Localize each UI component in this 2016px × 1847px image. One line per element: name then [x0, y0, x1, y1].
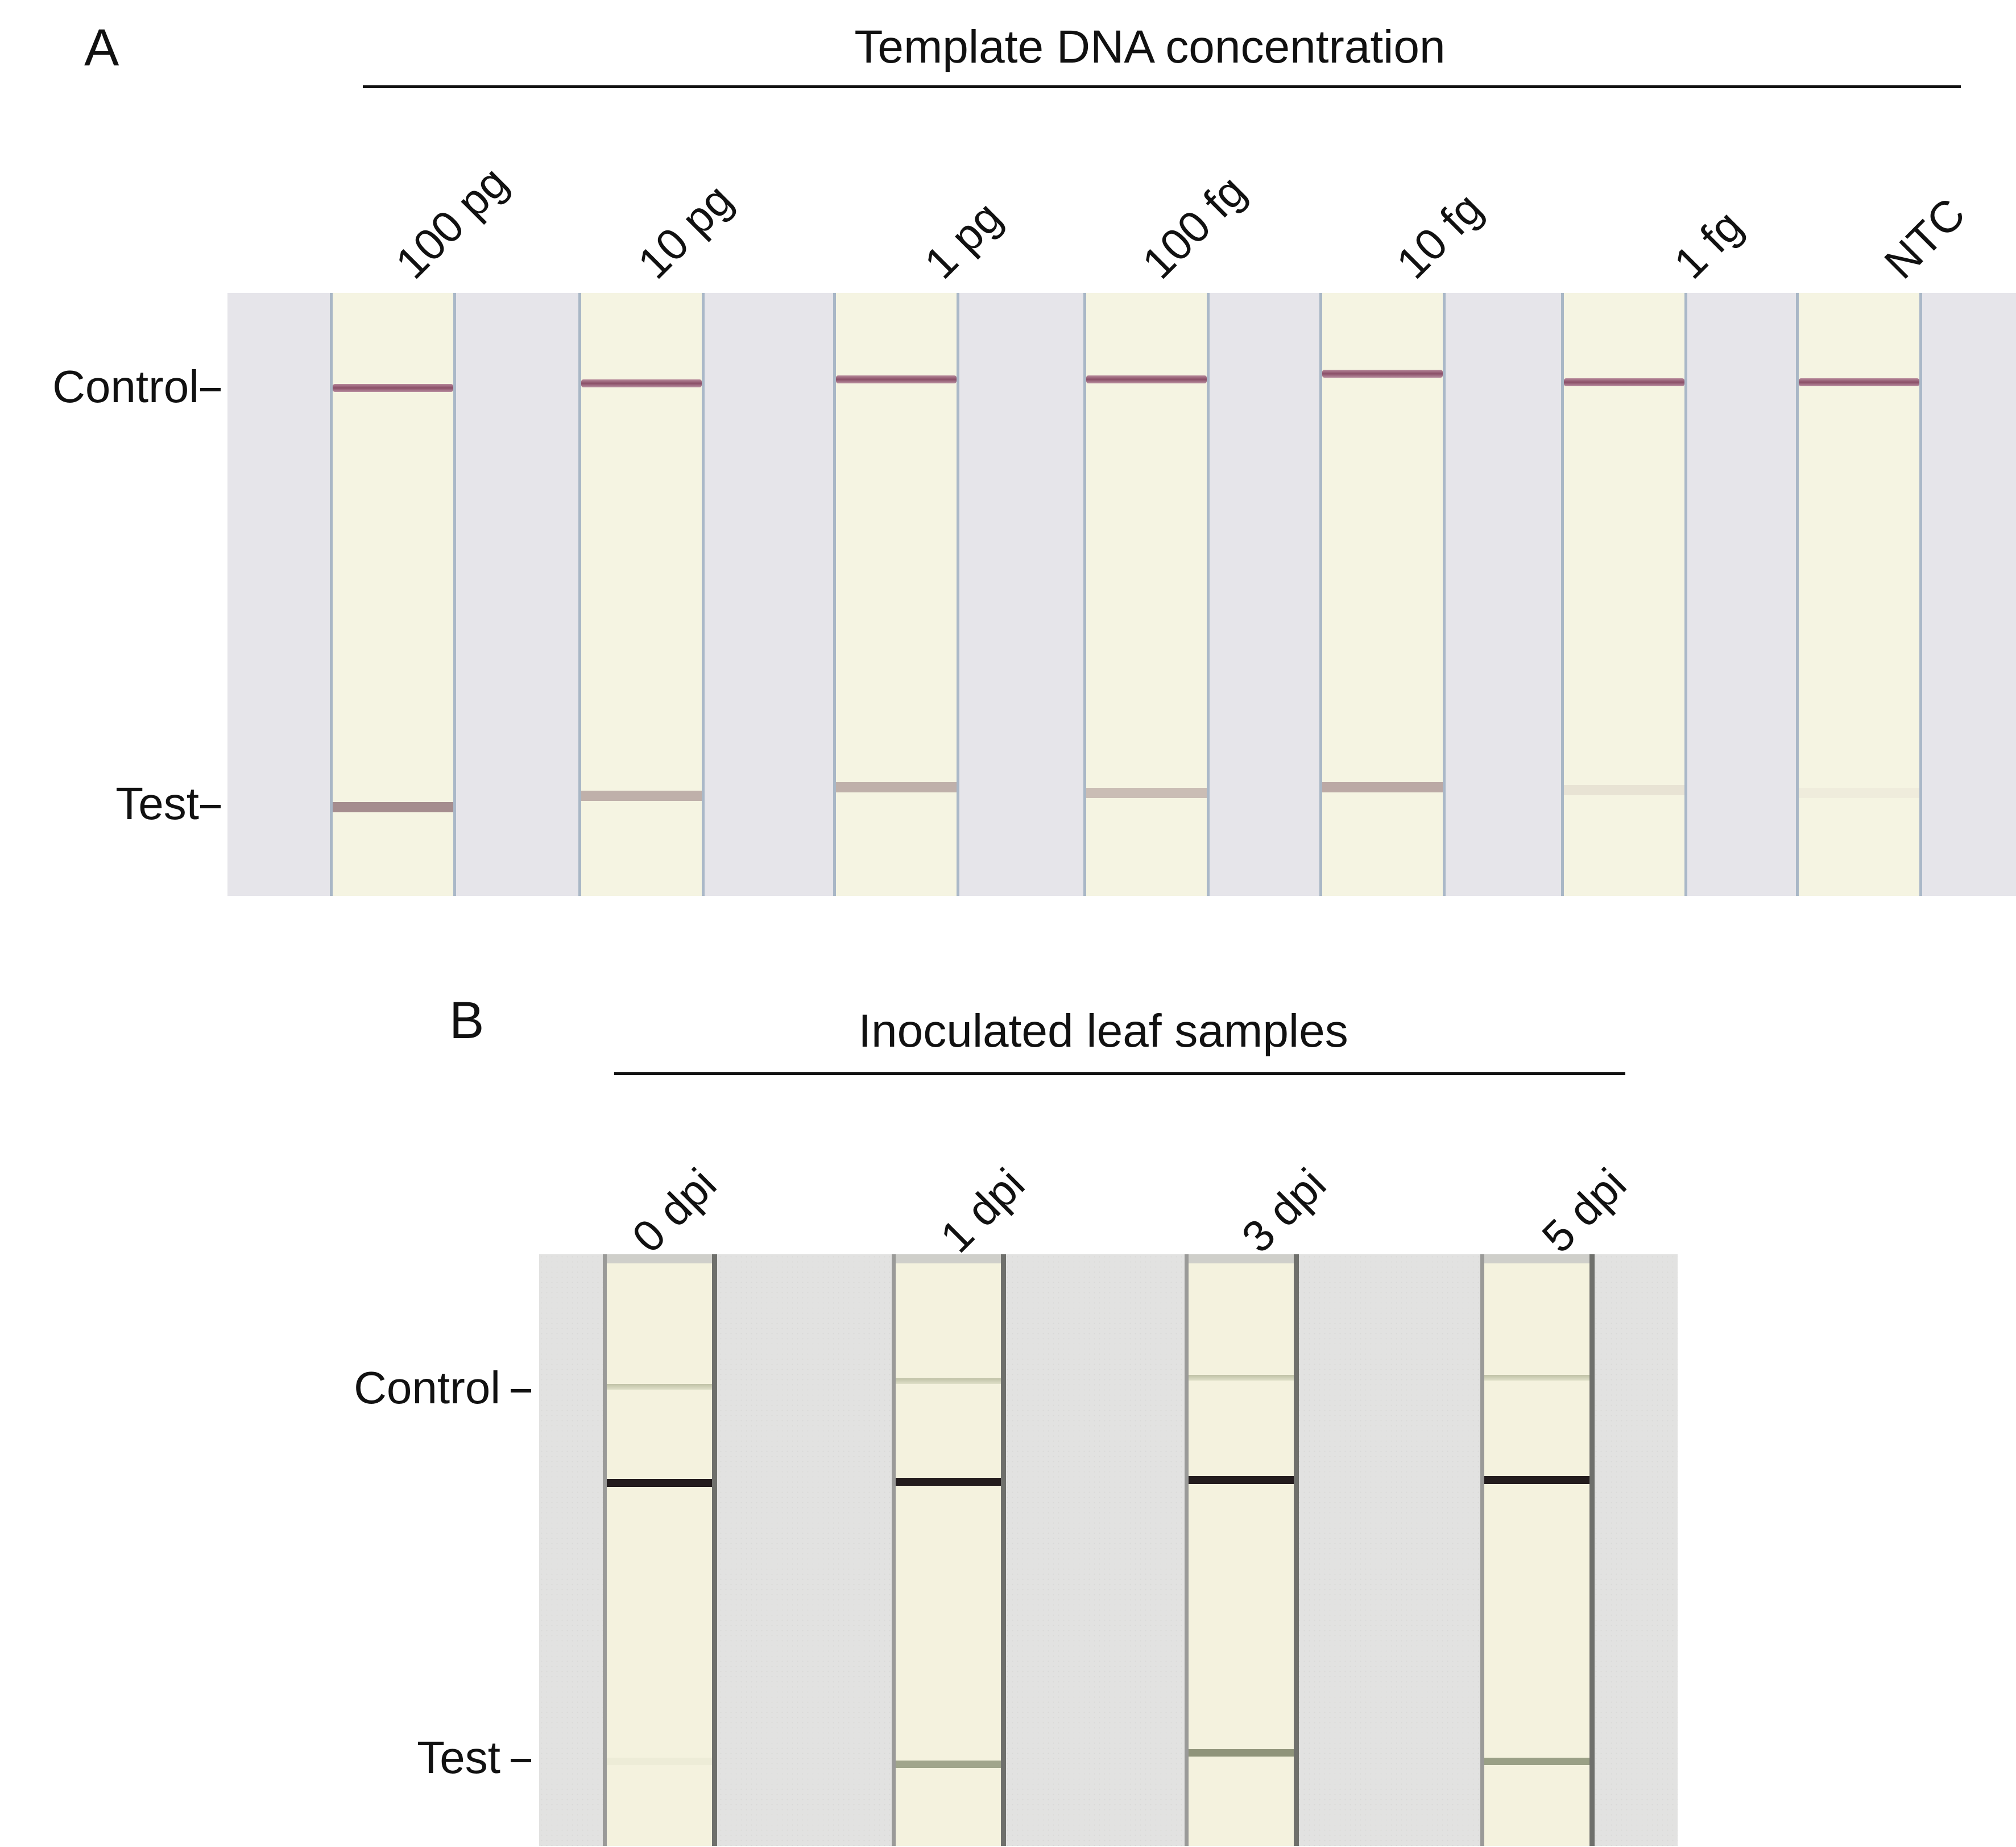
- strip-b-1: [603, 1254, 717, 1846]
- lane-label-b-1: 0 dpi: [622, 1158, 726, 1262]
- panel-a-test-tick: [200, 805, 221, 808]
- lane-label-a-5: 10 fg: [1386, 183, 1492, 288]
- test-line: [607, 1758, 712, 1765]
- control-line: [607, 1479, 712, 1487]
- panel-b-header-rule: [614, 1072, 1625, 1075]
- lane-label-b-4: 5 dpi: [1532, 1158, 1636, 1262]
- lane-label-a-3: 1 pg: [914, 192, 1012, 288]
- control-line: [1799, 378, 1919, 386]
- panel-a-letter: A: [84, 19, 119, 77]
- control-line: [333, 384, 453, 392]
- panel-a-test-label: Test: [115, 778, 199, 829]
- control-line: [1189, 1476, 1294, 1484]
- control-line: [836, 375, 957, 383]
- lane-label-a-2: 10 pg: [628, 174, 742, 288]
- test-line: [1086, 788, 1207, 798]
- control-line: [581, 379, 702, 387]
- strip-a-7: [1796, 293, 1922, 896]
- test-line: [1322, 782, 1443, 792]
- sample-pad: [1484, 1254, 1589, 1263]
- strip-a-3: [833, 293, 959, 896]
- panel-a-control-label: Control: [52, 361, 199, 412]
- strip-b-2: [892, 1254, 1006, 1846]
- lane-label-b-3: 3 dpi: [1232, 1158, 1336, 1262]
- control-line: [1564, 378, 1684, 386]
- sample-pad: [1189, 1254, 1294, 1263]
- strip-b-3: [1185, 1254, 1299, 1846]
- panel-b-photo: [539, 1254, 1678, 1846]
- lane-label-a-6: 1 fg: [1664, 200, 1752, 288]
- panel-a-photo: [227, 293, 2016, 896]
- test-line: [1799, 788, 1919, 798]
- panel-a-header-rule: [363, 85, 1961, 88]
- strip-b-4: [1480, 1254, 1595, 1846]
- panel-a-header: Template DNA concentration: [854, 21, 1446, 73]
- test-line: [1484, 1758, 1589, 1765]
- control-line: [1086, 375, 1207, 383]
- test-line: [896, 1761, 1001, 1768]
- strip-a-6: [1561, 293, 1687, 896]
- pad-edge-line: [1484, 1375, 1589, 1381]
- panel-b-control-tick: [511, 1389, 531, 1393]
- control-line: [896, 1478, 1001, 1486]
- pad-edge-line: [896, 1378, 1001, 1384]
- panel-a-control-tick: [200, 388, 221, 391]
- panel-b-letter: B: [449, 991, 485, 1049]
- panel-b-test-label: Test: [417, 1732, 500, 1783]
- test-line: [1189, 1749, 1294, 1757]
- pad-edge-line: [607, 1384, 712, 1390]
- sample-pad: [607, 1254, 712, 1263]
- panel-b-test-tick: [511, 1759, 531, 1762]
- pad-edge-line: [1189, 1375, 1294, 1381]
- control-line: [1322, 370, 1443, 378]
- test-line: [836, 782, 957, 792]
- panel-b-header: Inoculated leaf samples: [858, 1005, 1348, 1057]
- sample-pad: [896, 1254, 1001, 1263]
- strip-a-4: [1083, 293, 1210, 896]
- lane-label-a-7: NTC: [1874, 188, 1975, 288]
- strip-a-5: [1319, 293, 1446, 896]
- control-line: [1484, 1476, 1589, 1484]
- strip-a-2: [578, 293, 705, 896]
- test-line: [333, 802, 453, 812]
- lane-label-a-1: 100 pg: [386, 156, 518, 288]
- test-line: [1564, 785, 1684, 795]
- test-line: [581, 791, 702, 801]
- strip-a-1: [330, 293, 456, 896]
- lane-label-b-2: 1 dpi: [930, 1158, 1034, 1262]
- lane-label-a-4: 100 fg: [1132, 166, 1256, 288]
- panel-b-control-label: Control: [354, 1362, 500, 1413]
